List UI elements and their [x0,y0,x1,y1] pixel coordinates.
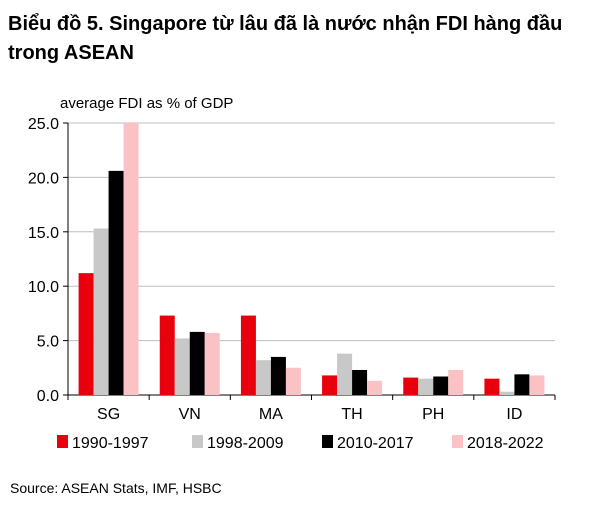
category-label: TH [341,406,362,423]
bar-ph-1990-1997 [403,377,419,395]
y-tick-label: 0.0 [37,388,59,405]
bar-ph-2010-2017 [433,376,449,395]
y-tick-label: 20.0 [28,170,59,187]
bar-vn-1990-1997 [159,315,175,395]
bar-vn-2018-2022 [204,332,220,395]
bar-th-2010-2017 [352,369,368,395]
legend-label: 1998-2009 [207,435,284,452]
category-label: SG [97,406,120,423]
chart-title: Biểu đồ 5. Singapore từ lâu đã là nước n… [8,13,563,64]
bar-vn-2010-2017 [189,331,205,395]
bar-sg-2010-2017 [108,170,124,395]
source-note: Source: ASEAN Stats, IMF, HSBC [10,480,222,496]
bar-th-2018-2022 [367,380,383,395]
bar-ma-2018-2022 [285,367,301,395]
y-tick-label: 10.0 [28,279,59,296]
legend-swatch-2018-2022 [452,435,463,448]
category-label: VN [179,406,201,423]
y-tick-label: 25.0 [28,116,59,133]
bar-ph-1998-2009 [418,378,434,395]
bar-id-1990-1997 [484,378,500,395]
bar-ph-2018-2022 [448,369,464,395]
legend-swatch-1990-1997 [57,435,68,448]
bar-ma-1990-1997 [240,315,256,395]
bar-ma-2010-2017 [270,356,286,395]
y-axis-label: average FDI as % of GDP [60,95,234,112]
bar-id-2018-2022 [529,375,545,395]
bar-sg-1998-2009 [93,228,109,395]
legend-label: 1990-1997 [72,435,149,452]
legend-swatch-1998-2009 [192,435,203,448]
category-label: MA [259,406,283,423]
bar-sg-2018-2022 [123,123,139,395]
bar-ma-1998-2009 [255,360,271,395]
bar-id-1998-2009 [499,391,515,395]
bar-id-2010-2017 [514,374,530,395]
category-label: PH [422,406,444,423]
legend-swatch-2010-2017 [322,435,333,448]
legend-label: 2010-2017 [337,435,414,452]
y-tick-label: 5.0 [37,334,59,351]
category-label: ID [506,406,522,423]
bar-th-1998-2009 [337,353,353,395]
bar-sg-1990-1997 [78,273,94,395]
legend-label: 2018-2022 [467,435,544,452]
bar-vn-1998-2009 [174,338,190,395]
bar-th-1990-1997 [322,375,338,395]
y-tick-label: 15.0 [28,225,59,242]
